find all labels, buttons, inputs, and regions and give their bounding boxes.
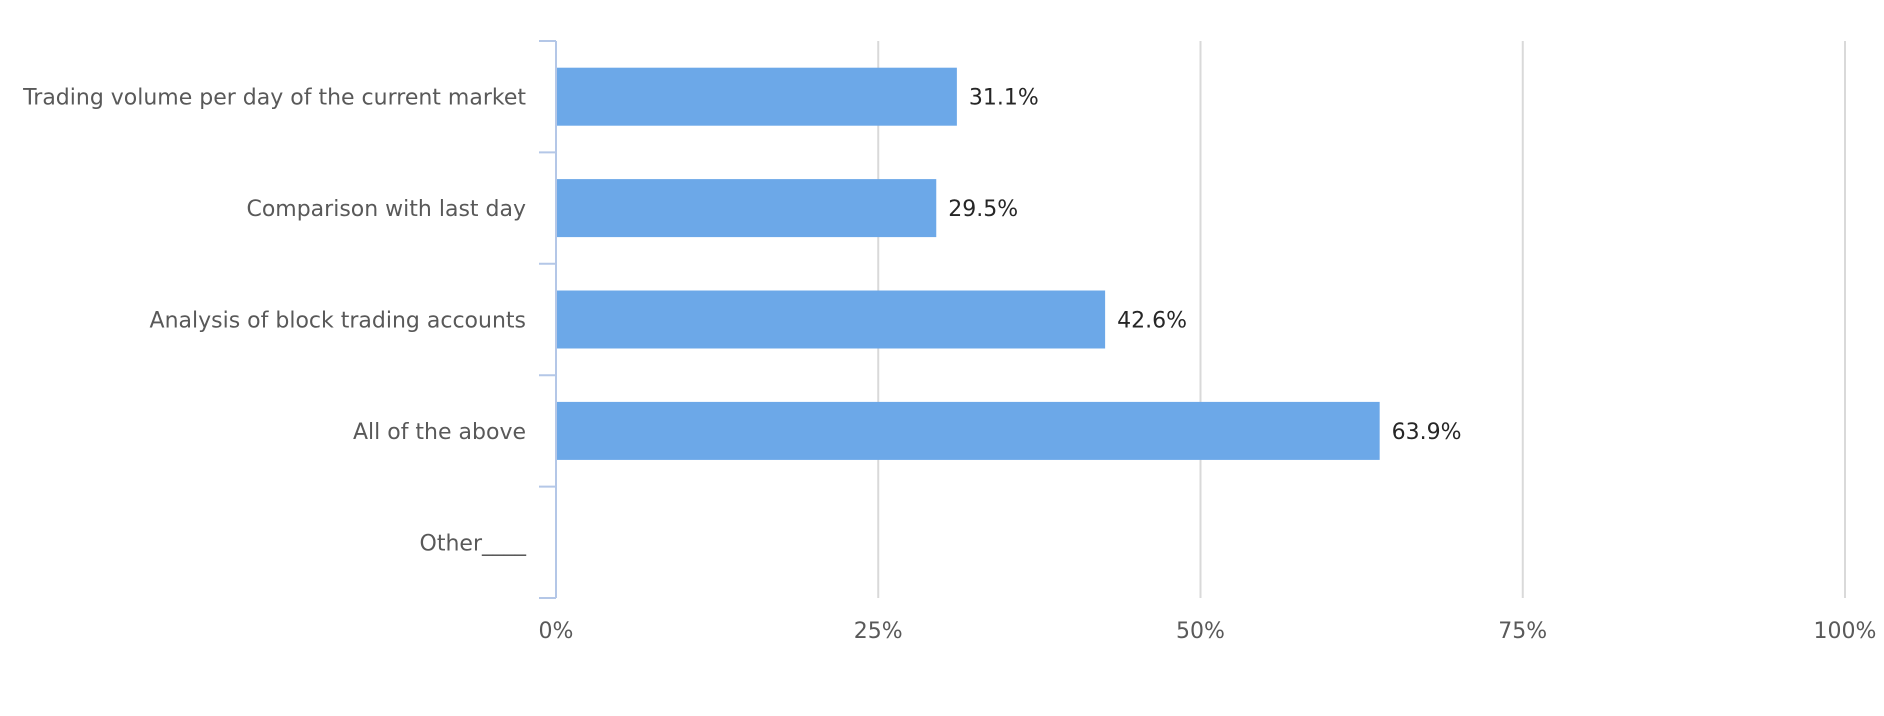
data-label: 29.5% — [948, 197, 1018, 222]
x-tick-labels: 0% 25% 50% 75% 100% — [539, 619, 1877, 644]
bars — [556, 67, 1380, 460]
category-label: Other____ — [420, 531, 527, 556]
category-label: All of the above — [353, 420, 526, 445]
x-tick-label: 0% — [539, 619, 574, 644]
category-labels: Trading volume per day of the current ma… — [22, 86, 527, 557]
category-label: Trading volume per day of the current ma… — [22, 86, 526, 111]
data-label: 42.6% — [1117, 309, 1187, 334]
bar — [556, 290, 1106, 349]
x-tick-label: 75% — [1498, 619, 1547, 644]
data-label: 31.1% — [969, 86, 1039, 111]
x-tick-label: 25% — [854, 619, 903, 644]
x-tick-label: 50% — [1176, 619, 1225, 644]
category-label: Comparison with last day — [246, 197, 526, 222]
data-labels: 31.1% 29.5% 42.6% 63.9% — [948, 86, 1461, 445]
category-label: Analysis of block trading accounts — [150, 309, 526, 334]
bar — [556, 67, 957, 126]
bar — [556, 179, 937, 238]
x-tick-label: 100% — [1814, 619, 1877, 644]
bar — [556, 401, 1380, 460]
y-axis — [539, 40, 557, 599]
data-label: 63.9% — [1392, 420, 1462, 445]
